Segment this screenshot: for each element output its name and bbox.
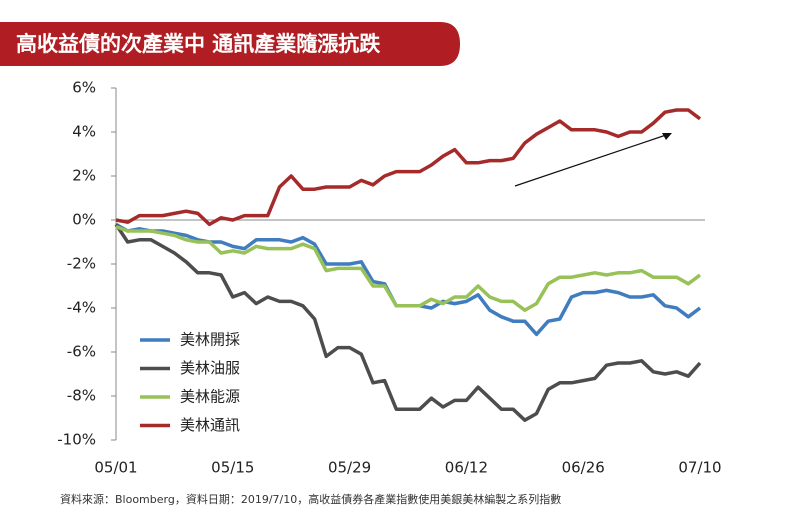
chart-title: 高收益債的次產業中 通訊產業隨漲抗跌 bbox=[16, 32, 381, 56]
series-line bbox=[115, 224, 702, 312]
legend-label: 美林油服 bbox=[180, 359, 240, 377]
legend-label: 美林能源 bbox=[180, 388, 240, 406]
footnote: 資料來源：Bloomberg，資料日期：2019/7/10，高收益債券各產業指數… bbox=[60, 492, 561, 506]
y-tick-label: -2% bbox=[67, 255, 96, 273]
y-tick-label: -8% bbox=[67, 387, 96, 405]
legend-label: 美林通訊 bbox=[180, 416, 240, 434]
x-tick-label: 06/26 bbox=[562, 459, 605, 477]
x-tick-label: 05/15 bbox=[211, 459, 254, 477]
series-line bbox=[115, 108, 702, 227]
y-tick-label: 4% bbox=[72, 123, 96, 141]
y-tick-label: 6% bbox=[72, 79, 96, 97]
x-tick-label: 05/29 bbox=[328, 459, 371, 477]
y-tick-label: 2% bbox=[72, 167, 96, 185]
arrow-head bbox=[662, 133, 672, 140]
x-tick-label: 07/10 bbox=[678, 459, 721, 477]
legend-label: 美林開採 bbox=[180, 331, 240, 349]
y-tick-label: -6% bbox=[67, 343, 96, 361]
y-tick-label: -4% bbox=[67, 299, 96, 317]
y-tick-label: -10% bbox=[57, 431, 96, 449]
y-tick-label: 0% bbox=[72, 211, 96, 229]
title-banner bbox=[0, 22, 460, 66]
x-tick-label: 05/01 bbox=[94, 459, 137, 477]
trend-arrow bbox=[514, 134, 667, 187]
x-tick-label: 06/12 bbox=[445, 459, 488, 477]
series-line bbox=[114, 223, 702, 422]
